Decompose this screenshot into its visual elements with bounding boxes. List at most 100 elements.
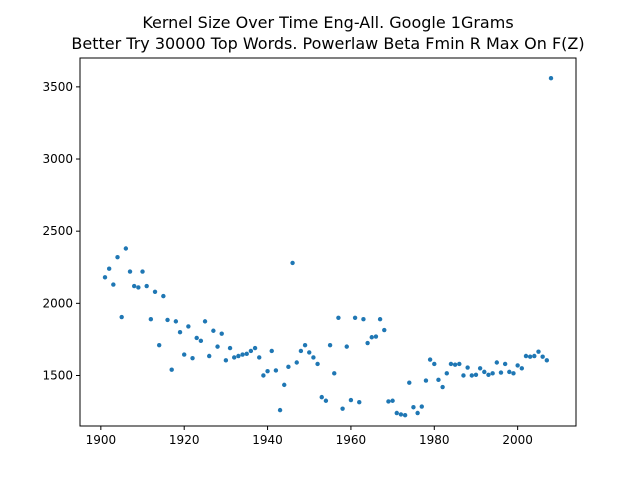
data-point (182, 352, 187, 357)
data-point (282, 382, 287, 388)
data-point (165, 317, 170, 323)
data-point (498, 370, 504, 375)
data-point (240, 352, 245, 357)
data-point (286, 364, 291, 370)
data-point (144, 283, 149, 289)
data-point (377, 317, 383, 322)
data-point (340, 406, 345, 411)
data-point (436, 377, 441, 383)
data-point (532, 353, 537, 359)
data-point (373, 334, 379, 339)
data-point (102, 275, 108, 280)
y-tick-label: 3000 (42, 152, 73, 166)
data-point (152, 289, 158, 294)
data-point (427, 357, 433, 362)
data-point (352, 315, 358, 320)
data-point (423, 378, 429, 383)
data-point (265, 368, 270, 374)
data-point (452, 362, 458, 367)
data-point (473, 372, 479, 377)
data-point (407, 380, 412, 385)
data-point (527, 354, 533, 359)
data-point (494, 360, 500, 365)
data-point (440, 384, 445, 390)
data-point (269, 348, 274, 354)
data-point (307, 350, 312, 355)
data-point (106, 266, 112, 271)
data-point (386, 399, 391, 404)
data-point (298, 348, 304, 354)
chart-title-line-2: Better Try 30000 Top Words. Powerlaw Bet… (71, 34, 584, 53)
data-point (311, 355, 316, 360)
data-point (177, 329, 183, 335)
plot-area-frame (79, 57, 577, 427)
data-point (519, 366, 525, 371)
data-point (432, 361, 437, 367)
data-point (186, 324, 191, 329)
data-point (490, 371, 495, 376)
data-point (252, 345, 258, 351)
data-point (444, 371, 449, 376)
data-point (277, 407, 283, 413)
data-point (502, 361, 508, 367)
data-point (319, 394, 324, 400)
data-point (536, 349, 541, 354)
data-point (294, 360, 299, 365)
x-tick-label: 2000 (502, 433, 533, 447)
data-point (411, 405, 416, 410)
y-tick-label: 2000 (42, 296, 73, 310)
data-point (507, 369, 512, 375)
data-point (123, 246, 129, 251)
data-point (148, 317, 154, 322)
data-point (127, 269, 133, 274)
data-point (348, 397, 354, 403)
data-point (131, 283, 137, 289)
data-point (457, 361, 462, 367)
x-tick-label: 1960 (336, 433, 367, 447)
data-point (544, 358, 550, 363)
data-point (173, 319, 179, 324)
data-point (261, 373, 266, 378)
data-point (302, 342, 308, 348)
data-point (219, 331, 224, 336)
x-tick-label: 1940 (252, 433, 283, 447)
data-point (248, 348, 254, 354)
y-tick-label: 2500 (42, 224, 73, 238)
data-point (156, 342, 162, 348)
data-point (511, 371, 516, 376)
data-point (223, 358, 229, 363)
data-point (540, 354, 545, 359)
y-tick-label: 3500 (42, 80, 73, 94)
data-point (548, 76, 554, 81)
data-point (448, 361, 454, 367)
data-point (273, 368, 279, 373)
x-tick-label: 1920 (169, 433, 200, 447)
data-point (207, 353, 212, 359)
data-point (198, 338, 204, 344)
data-point (523, 353, 529, 359)
data-point (257, 355, 262, 360)
data-point (236, 353, 241, 359)
data-point (461, 373, 466, 378)
data-point (336, 315, 341, 320)
data-point (369, 335, 374, 340)
data-point (332, 371, 337, 376)
data-point (315, 361, 320, 367)
x-tick-label: 1900 (86, 433, 117, 447)
data-point (232, 355, 237, 360)
y-tick-label: 1500 (42, 368, 73, 382)
data-point (365, 340, 370, 346)
data-point (111, 282, 116, 287)
data-point (190, 355, 195, 361)
data-point (465, 365, 470, 370)
data-point (136, 285, 141, 290)
data-point (419, 404, 424, 409)
chart-title-line-1: Kernel Size Over Time Eng-All. Google 1G… (142, 13, 513, 32)
data-point (119, 314, 124, 320)
data-point (402, 412, 408, 418)
data-point (482, 369, 487, 375)
data-point (327, 342, 333, 348)
data-point (169, 367, 174, 372)
data-point (469, 373, 474, 378)
